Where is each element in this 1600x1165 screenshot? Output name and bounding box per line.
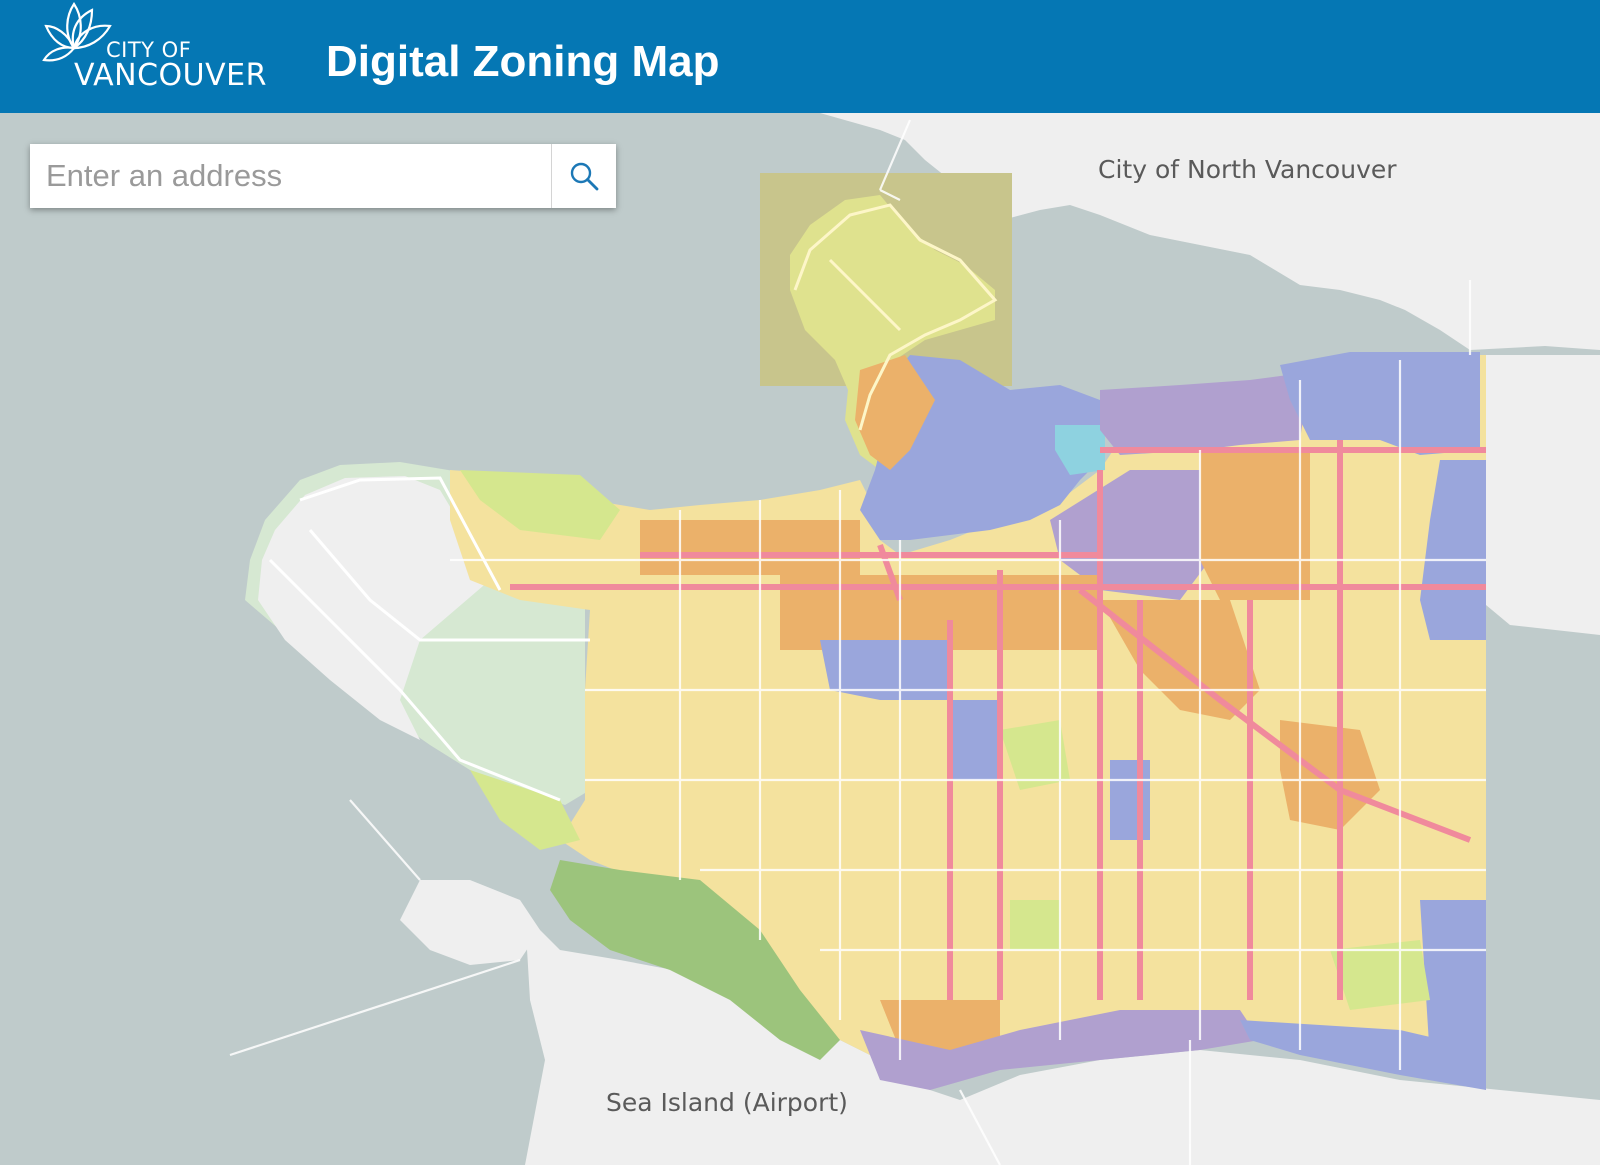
marpole-industrial (950, 700, 1000, 780)
label-city-of-north-vancouver: City of North Vancouver (1098, 155, 1397, 184)
zoning-map[interactable]: City of North Vancouver Sea Island (Airp… (0, 113, 1600, 1165)
hastings-industrial (1110, 760, 1150, 840)
fraserview-mixed-zone (880, 1000, 1000, 1050)
search-button[interactable] (551, 144, 616, 208)
street-grid (229, 119, 1486, 1165)
iona-island-land (400, 880, 540, 965)
app-title: Digital Zoning Map (326, 37, 720, 86)
central-park (1330, 940, 1430, 1010)
east-industrial-strip (1420, 460, 1486, 640)
arterial-corridors (510, 440, 1486, 1000)
address-search-box (30, 144, 616, 208)
ubc-roads (268, 476, 590, 802)
downtown-highrise-zone (1055, 425, 1105, 475)
commercial-drive-mixed (1200, 450, 1310, 600)
app-header: CITY OF VANCOUVER Digital Zoning Map (0, 0, 1600, 113)
search-icon (570, 162, 599, 191)
logo-text-vancouver: VANCOUVER (74, 58, 267, 93)
north-shore-land-east (1475, 355, 1600, 635)
river-edge-industrial (1240, 1020, 1486, 1090)
joyce-mixed-zone (1280, 720, 1380, 830)
stanley-park (790, 195, 995, 470)
trout-lake-park (1010, 900, 1060, 950)
queen-elizabeth-park (1000, 720, 1070, 790)
broadway-mixed-band (640, 520, 860, 575)
address-search-input[interactable] (30, 144, 551, 208)
river-edge-cd (860, 1010, 1260, 1090)
stanley-park-trails (793, 203, 998, 431)
flower-logo-icon (42, 2, 112, 62)
north-shore-land (820, 113, 1600, 350)
label-sea-island-airport: Sea Island (Airport) (606, 1088, 848, 1117)
port-industrial-zone (1280, 352, 1480, 455)
false-creek-cd-zone (1050, 470, 1210, 600)
pacific-spirit-forest (550, 860, 840, 1060)
south-false-creek-mixed (780, 575, 1100, 650)
zoning-map-canvas[interactable] (0, 113, 1600, 1165)
city-of-vancouver-logo[interactable]: CITY OF VANCOUVER (40, 0, 290, 113)
logo-text-city-of: CITY OF (106, 38, 192, 62)
oakridge-industrial (820, 640, 950, 700)
kitsilano-park (460, 470, 620, 540)
sea-island-land (525, 915, 1600, 1165)
southwest-park-strip (470, 770, 580, 850)
east-cd-zone (1100, 372, 1310, 455)
ubc-campus-land (258, 476, 490, 740)
